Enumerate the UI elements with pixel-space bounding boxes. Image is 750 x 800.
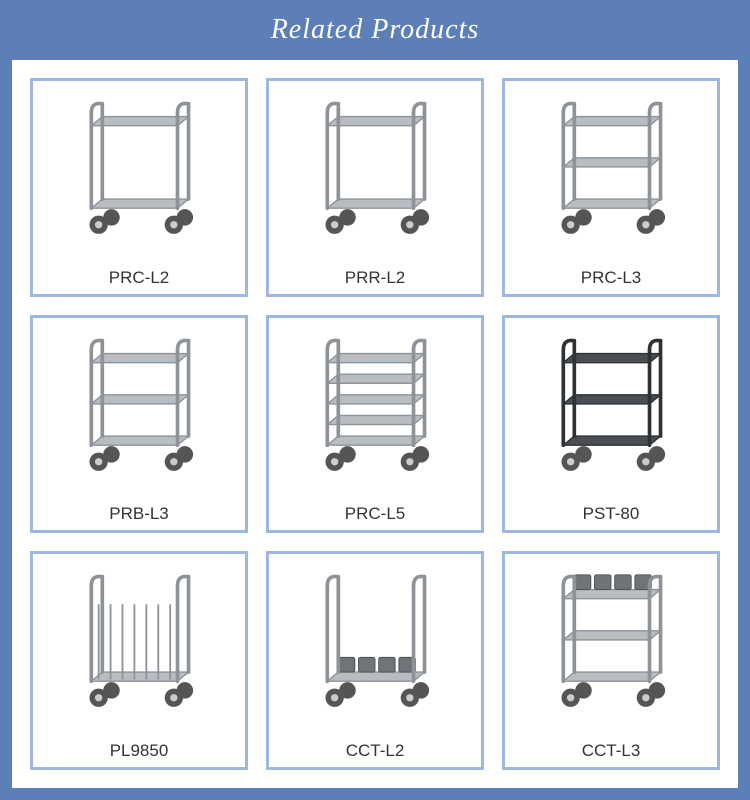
cart-5-tier bbox=[269, 318, 481, 503]
cart-cutlery bbox=[505, 554, 717, 739]
cart-cutlery bbox=[269, 554, 481, 739]
cart-rack bbox=[33, 554, 245, 739]
product-card[interactable]: PRC-L2 bbox=[30, 78, 248, 297]
product-sku-label: CCT-L3 bbox=[505, 739, 717, 767]
product-sku-label: CCT-L2 bbox=[269, 739, 481, 767]
product-card[interactable]: PRC-L5 bbox=[266, 315, 484, 534]
product-grid: PRC-L2 PRR-L2 PRC-L3 bbox=[12, 60, 738, 788]
product-sku-label: PST-80 bbox=[505, 502, 717, 530]
product-card[interactable]: CCT-L2 bbox=[266, 551, 484, 770]
product-sku-label: PRC-L3 bbox=[505, 266, 717, 294]
product-card[interactable]: PRB-L3 bbox=[30, 315, 248, 534]
header: Related Products bbox=[0, 0, 750, 60]
product-card[interactable]: PST-80 bbox=[502, 315, 720, 534]
product-sku-label: PRR-L2 bbox=[269, 266, 481, 294]
product-sku-label: PL9850 bbox=[33, 739, 245, 767]
product-card[interactable]: PL9850 bbox=[30, 551, 248, 770]
cart-service bbox=[505, 318, 717, 503]
product-sku-label: PRB-L3 bbox=[33, 502, 245, 530]
product-card[interactable]: PRR-L2 bbox=[266, 78, 484, 297]
product-sku-label: PRC-L2 bbox=[33, 266, 245, 294]
product-sku-label: PRC-L5 bbox=[269, 502, 481, 530]
cart-3-tier bbox=[505, 81, 717, 266]
product-card[interactable]: CCT-L3 bbox=[502, 551, 720, 770]
product-card[interactable]: PRC-L3 bbox=[502, 78, 720, 297]
cart-2-tier bbox=[269, 81, 481, 266]
related-products-panel: Related Products PRC-L2 PRR-L2 bbox=[0, 0, 750, 800]
header-title: Related Products bbox=[271, 14, 480, 46]
cart-3-tier bbox=[33, 318, 245, 503]
cart-2-tier bbox=[33, 81, 245, 266]
